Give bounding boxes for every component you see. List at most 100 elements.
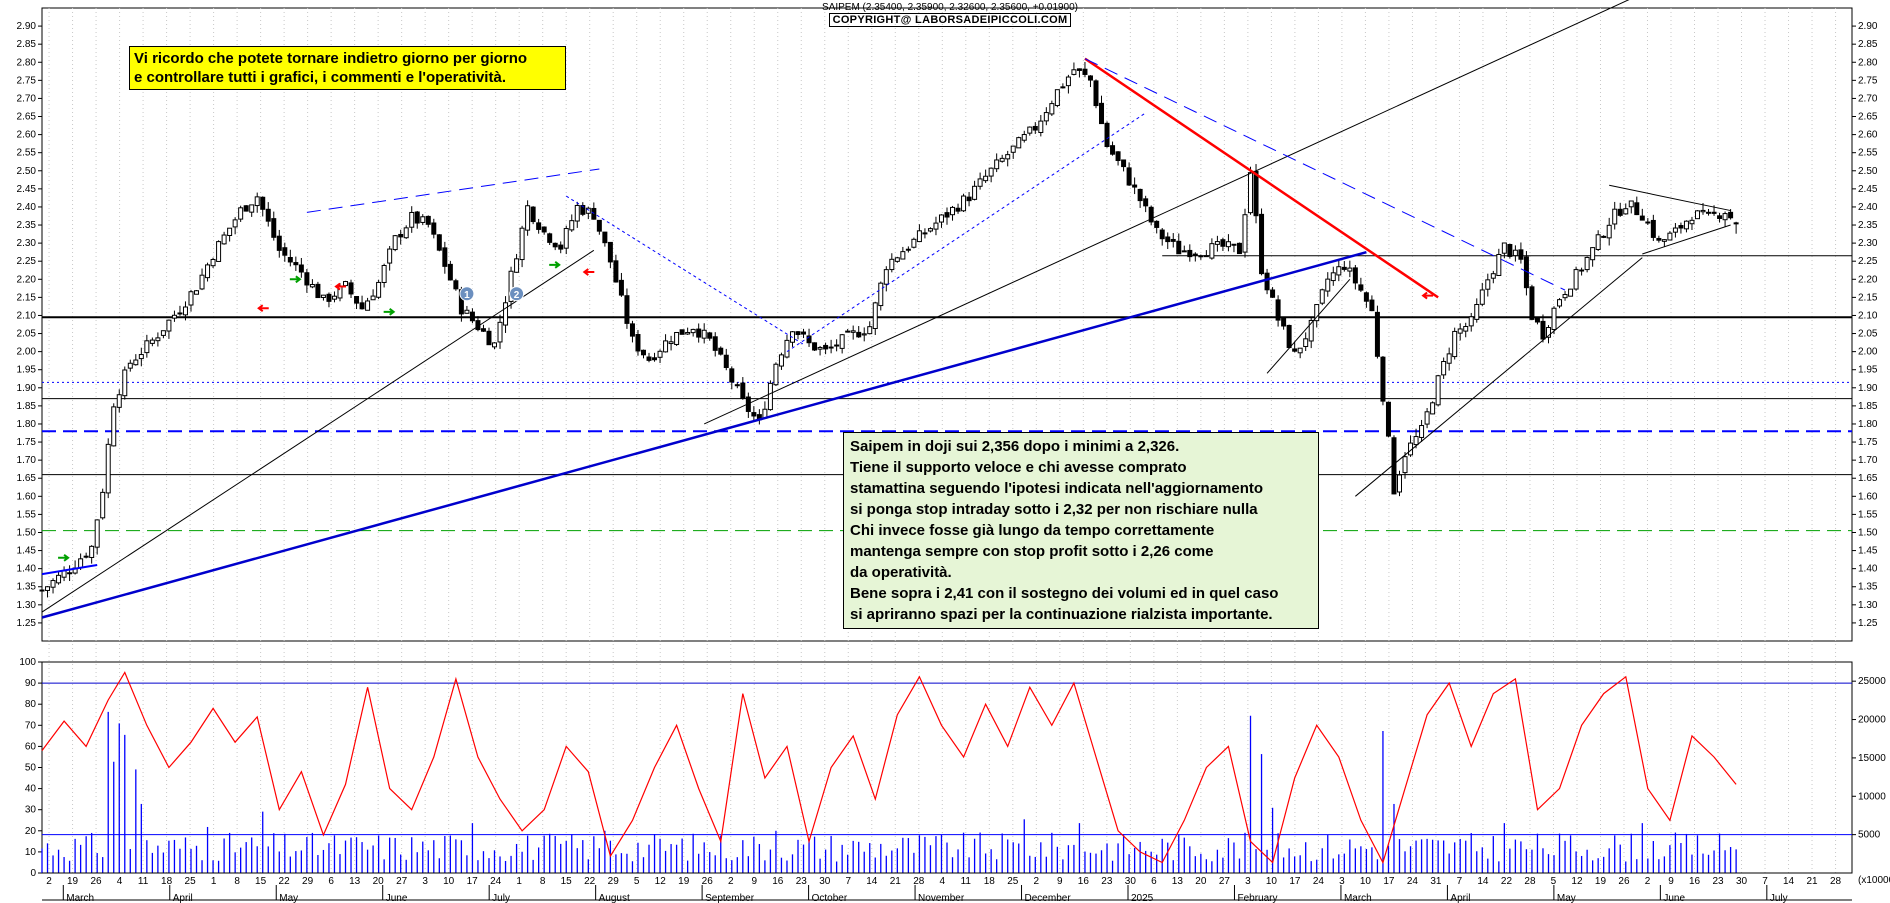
x-day-tick: 5	[634, 876, 640, 887]
candle-body	[1214, 241, 1220, 245]
y-tick-label-left: 2.60	[17, 130, 37, 141]
reminder-line-2: e controllare tutti i grafici, i comment…	[134, 69, 506, 86]
y-tick-label-left: 2.35	[17, 220, 37, 231]
candle-body	[519, 227, 525, 261]
candle-body	[492, 342, 497, 348]
candle-body	[607, 241, 613, 263]
candle-body	[944, 212, 950, 218]
x-day-tick: 11	[138, 876, 149, 887]
candle-body	[938, 214, 944, 223]
y-tick-label-right: 1.90	[1858, 383, 1878, 394]
candle-body	[900, 251, 906, 260]
candle-body	[966, 196, 972, 202]
x-month-label: March	[1344, 893, 1372, 903]
x-day-tick: 18	[161, 876, 173, 887]
candle-body	[547, 233, 553, 243]
candle-body	[1220, 239, 1226, 247]
candle-body	[1397, 474, 1402, 493]
candle-body	[1143, 198, 1149, 207]
y-tick-label-right: 2.85	[1858, 39, 1878, 50]
x-day-tick: 7	[1762, 876, 1768, 887]
candle-body	[878, 282, 884, 307]
y-tick-label-left: 2.50	[17, 166, 37, 177]
y-tick-label-right: 2.00	[1858, 347, 1878, 358]
y-tick-label-right: 2.10	[1858, 310, 1878, 321]
candle-body	[624, 295, 630, 324]
x-day-tick: 9	[751, 876, 757, 887]
candle-body	[1016, 137, 1022, 149]
candle-body	[1132, 184, 1138, 188]
candle-body	[1253, 170, 1259, 217]
candle-body	[718, 347, 724, 355]
candle-body	[265, 208, 271, 222]
y-tick-label-left: 2.90	[17, 21, 37, 32]
candle-body	[883, 269, 889, 285]
x-day-tick: 12	[1571, 876, 1583, 887]
x-day-tick: 5	[1551, 876, 1557, 887]
reminder-line-1: Vi ricordo che potete tornare indietro g…	[134, 50, 528, 67]
candle-body	[961, 195, 967, 212]
x-day-tick: 20	[1195, 876, 1207, 887]
x-day-tick: 14	[1477, 876, 1489, 887]
candle-body	[1248, 172, 1254, 214]
candle-body	[243, 205, 249, 212]
candle-body	[497, 321, 503, 343]
y-tick-label-left: 1.80	[17, 419, 37, 430]
candle-body	[1683, 220, 1689, 230]
candle-body	[1385, 401, 1391, 437]
osc-tick-label: 60	[25, 741, 37, 752]
candle-body	[348, 282, 354, 295]
candle-body	[740, 382, 746, 399]
y-tick-label-left: 2.80	[17, 57, 37, 68]
x-month-label: June	[1663, 893, 1685, 903]
candle-body	[828, 346, 834, 349]
candle-body	[315, 283, 321, 299]
candle-body	[45, 586, 51, 591]
candle-body	[1198, 255, 1204, 258]
x-day-tick: 31	[1430, 876, 1442, 887]
candle-body	[387, 248, 393, 264]
y-tick-label-left: 1.60	[17, 491, 37, 502]
candle-body	[304, 272, 310, 286]
candle-body	[67, 572, 73, 575]
candle-body	[541, 226, 547, 233]
osc-tick-label: 80	[25, 699, 37, 710]
candle-body	[1667, 232, 1673, 241]
candle-body	[1148, 206, 1154, 223]
candle-body	[536, 222, 542, 230]
candle-body	[199, 274, 205, 290]
osc-tick-label: 90	[25, 678, 37, 689]
candle-body	[210, 258, 216, 267]
x-month-label: November	[918, 893, 965, 903]
candle-body	[221, 234, 227, 245]
candle-body	[1181, 250, 1187, 253]
osc-tick-label: 20	[25, 826, 37, 837]
indicator-pane-frame	[41, 661, 1853, 874]
candle-body	[618, 279, 624, 296]
x-day-tick: 2	[1645, 876, 1651, 887]
candle-body	[1551, 307, 1557, 331]
trendline	[1266, 278, 1351, 374]
x-day-tick: 3	[422, 876, 428, 887]
candle-body	[83, 555, 89, 558]
y-tick-label-left: 1.65	[17, 473, 37, 484]
y-tick-label-right: 2.60	[1858, 130, 1878, 141]
candle-body	[674, 331, 680, 345]
x-day-tick: 16	[772, 876, 784, 887]
y-tick-label-right: 1.60	[1858, 491, 1878, 502]
candle-body	[431, 222, 437, 235]
candle-body	[845, 330, 851, 333]
candle-body	[1369, 299, 1375, 312]
candle-body	[271, 218, 277, 238]
commentary-line-6: mantenga sempre con stop profit sotto i …	[850, 543, 1214, 560]
y-tick-label-right: 2.25	[1858, 256, 1878, 267]
wave-marker-label: 2	[514, 290, 520, 301]
candle-body	[133, 359, 139, 366]
candle-body	[89, 545, 95, 558]
x-month-label: March	[66, 893, 94, 903]
y-tick-label-left: 1.40	[17, 564, 37, 575]
candle-body	[999, 157, 1005, 162]
x-day-tick: 30	[819, 876, 831, 887]
candle-body	[668, 341, 674, 345]
